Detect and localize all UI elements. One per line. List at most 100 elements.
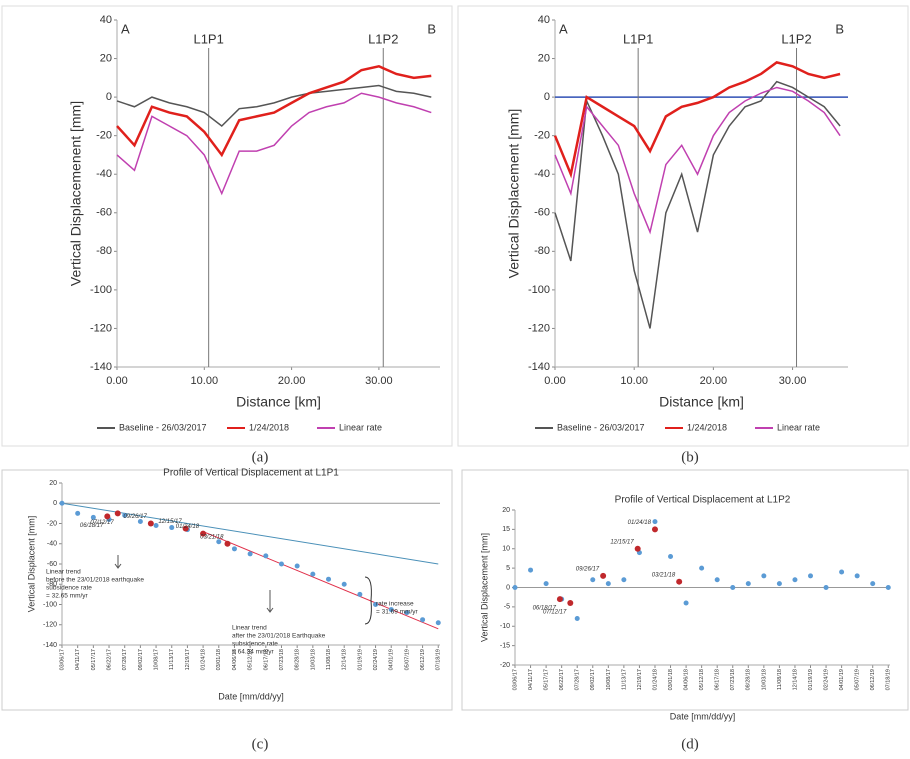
x-axis-title: Date [mm/dd/yy] bbox=[670, 711, 736, 721]
x-tick-label: 07/23/18 bbox=[730, 669, 736, 690]
data-point bbox=[294, 563, 300, 569]
panel-frame bbox=[461, 469, 909, 711]
x-tick-label: 08/28/18 bbox=[295, 649, 301, 670]
data-point bbox=[216, 539, 222, 545]
data-point bbox=[247, 551, 253, 557]
y-tick-label: -80 bbox=[534, 245, 550, 257]
corner-label: B bbox=[427, 21, 436, 36]
data-point bbox=[528, 567, 534, 573]
x-tick-label: 30.00 bbox=[779, 375, 807, 387]
panel-frame bbox=[457, 5, 909, 447]
data-point bbox=[326, 576, 332, 582]
y-tick-label: -20 bbox=[96, 130, 112, 142]
x-tick-label: 09/02/17 bbox=[590, 669, 596, 690]
highlight-point bbox=[651, 526, 658, 533]
data-point bbox=[357, 591, 363, 597]
x-tick-label: 07/28/17 bbox=[575, 669, 581, 690]
x-tick-label: 10.00 bbox=[620, 375, 648, 387]
legend-label: Linear rate bbox=[777, 422, 820, 432]
y-tick-label: -100 bbox=[43, 601, 57, 608]
data-point bbox=[169, 525, 175, 531]
highlight-label: 06/18/17 bbox=[533, 606, 557, 612]
y-tick-label: -20 bbox=[47, 520, 57, 527]
annotation: = 32.65 mm/yr bbox=[46, 593, 89, 600]
y-tick-label: -120 bbox=[90, 322, 112, 334]
panel-frame bbox=[1, 5, 453, 447]
x-tick-label: 11/08/18 bbox=[326, 649, 332, 670]
x-tick-label: 01/19/19 bbox=[357, 649, 363, 670]
corner-label: A bbox=[121, 21, 130, 36]
data-point bbox=[512, 585, 518, 590]
x-tick-label: 11/13/17 bbox=[169, 649, 175, 670]
data-point bbox=[574, 616, 580, 621]
highlight-point bbox=[224, 540, 231, 547]
x-tick-label: 06/12/19 bbox=[870, 669, 876, 690]
data-point bbox=[420, 617, 426, 623]
highlight-label: 03/21/18 bbox=[652, 572, 676, 578]
y-tick-label: -140 bbox=[90, 361, 112, 373]
highlight-point bbox=[200, 530, 207, 537]
highlight-point bbox=[556, 596, 563, 603]
data-line bbox=[553, 61, 841, 179]
panel-frame bbox=[1, 469, 453, 711]
y-tick-label: -60 bbox=[534, 207, 550, 219]
data-point bbox=[388, 607, 394, 613]
y-tick-label: -100 bbox=[90, 284, 112, 296]
data-point bbox=[683, 600, 689, 606]
annotation: subsidence rate bbox=[46, 585, 92, 592]
y-axis-title: Vertical Displacement [mm] bbox=[479, 533, 489, 642]
y-tick-label: -40 bbox=[47, 541, 57, 548]
x-tick-label: 09/02/17 bbox=[138, 649, 144, 670]
x-tick-label: 08/28/18 bbox=[746, 669, 752, 690]
x-tick-label: 06/17/18 bbox=[263, 649, 269, 670]
x-tick-label: 10/08/17 bbox=[606, 669, 612, 690]
x-axis-title: Distance [km] bbox=[236, 394, 321, 410]
data-point bbox=[761, 573, 767, 579]
data-point bbox=[870, 581, 876, 587]
x-tick-label: 10/08/17 bbox=[154, 649, 160, 670]
x-axis-title: Distance [km] bbox=[659, 394, 744, 410]
y-axis-title: Vertical Displacent [mm] bbox=[26, 516, 36, 613]
x-tick-label: 06/22/17 bbox=[559, 669, 565, 690]
data-point bbox=[776, 581, 782, 587]
annotation: = 31.69 mm/yr bbox=[376, 609, 419, 616]
data-point bbox=[808, 573, 814, 579]
highlight-label: 12/15/17 bbox=[158, 519, 182, 525]
panel-label: (b) bbox=[681, 449, 699, 465]
x-tick-label: 05/12/18 bbox=[248, 649, 254, 670]
data-point bbox=[435, 620, 441, 626]
x-tick-label: 07/28/17 bbox=[122, 649, 128, 670]
y-tick-label: 40 bbox=[100, 14, 112, 26]
x-tick-label: 10.00 bbox=[191, 375, 219, 387]
highlight-point bbox=[676, 578, 683, 585]
x-tick-label: 04/06/18 bbox=[684, 669, 690, 690]
trend-line bbox=[202, 531, 439, 630]
x-tick-label: 03/06/17 bbox=[512, 669, 518, 690]
panel-label: (d) bbox=[681, 736, 699, 752]
data-line bbox=[116, 64, 432, 158]
x-tick-label: 12/19/17 bbox=[637, 669, 643, 690]
data-point bbox=[153, 523, 159, 529]
legend-label: 1/24/2018 bbox=[687, 422, 727, 432]
y-tick-label: -40 bbox=[96, 168, 112, 180]
x-tick-label: 0.00 bbox=[106, 375, 127, 387]
y-tick-label: -60 bbox=[47, 561, 57, 568]
x-tick-label: 03/01/18 bbox=[668, 669, 674, 690]
data-point bbox=[590, 577, 596, 583]
x-tick-label: 0.00 bbox=[544, 375, 565, 387]
data-point bbox=[278, 561, 284, 567]
x-tick-label: 05/17/17 bbox=[544, 669, 550, 690]
highlight-point bbox=[182, 525, 189, 532]
data-point bbox=[745, 581, 751, 587]
data-point bbox=[310, 571, 316, 577]
corner-label: A bbox=[559, 21, 568, 36]
data-line bbox=[116, 84, 432, 128]
highlight-point bbox=[114, 510, 121, 517]
data-point bbox=[90, 514, 96, 520]
data-point bbox=[699, 565, 705, 571]
x-tick-label: 06/17/18 bbox=[715, 669, 721, 690]
data-point bbox=[263, 553, 269, 559]
x-axis-title: Date [mm/dd/yy] bbox=[218, 691, 284, 701]
brace bbox=[364, 576, 372, 625]
y-tick-label: -80 bbox=[47, 581, 57, 588]
